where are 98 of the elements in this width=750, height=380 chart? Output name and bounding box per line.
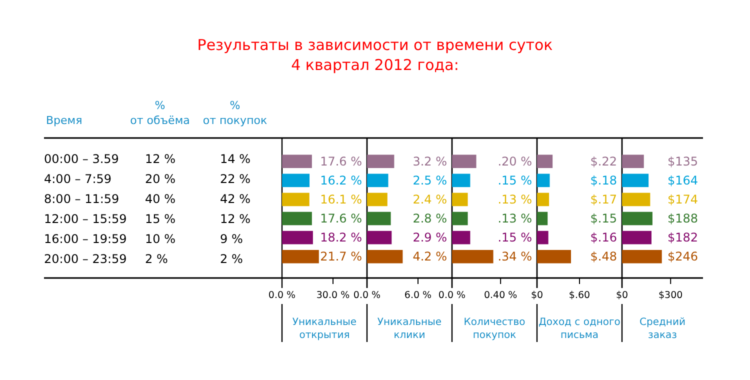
bar: [622, 192, 650, 206]
bar: [537, 154, 553, 168]
bar: [452, 174, 470, 188]
bar: [452, 250, 494, 264]
bar: [452, 154, 476, 168]
data-label: $.15: [590, 212, 617, 226]
data-label: 22 %: [220, 172, 250, 186]
data-label: 3.2 %: [412, 154, 447, 168]
category-label: 12:00 – 15:59: [44, 212, 127, 226]
bar: [367, 212, 391, 226]
bar: [367, 154, 394, 168]
data-label: 2.9 %: [412, 230, 447, 245]
data-label: $.18: [590, 173, 617, 188]
data-label: 40 %: [145, 192, 176, 206]
bar: [367, 174, 388, 188]
text: 4 квартал 2012 года:: [291, 56, 459, 74]
category-label: 4:00 – 7:59: [44, 172, 112, 186]
data-label: .15 %: [498, 173, 532, 188]
data-label: 20 %: [145, 172, 176, 186]
text: Результаты в зависимости от времени суток: [197, 36, 553, 54]
text: % от объёма: [130, 99, 190, 127]
data-label: 14 %: [220, 152, 250, 166]
x-tick-label: $.60: [568, 290, 590, 301]
data-label: .20 %: [498, 154, 532, 168]
data-label: 9 %: [220, 232, 243, 246]
data-label: 2.4 %: [412, 192, 447, 206]
text: Время: [46, 114, 82, 127]
bar: [452, 192, 468, 206]
data-label: 42 %: [220, 192, 250, 206]
bar: [622, 154, 644, 168]
data-label: .34 %: [498, 250, 532, 264]
data-label: $188: [667, 212, 698, 226]
x-tick-label: 0.0 %: [438, 290, 466, 301]
bar: [537, 250, 571, 264]
data-label: 2.8 %: [412, 212, 447, 226]
x-axis-title: Уникальные клики: [377, 317, 442, 341]
x-tick-label: $0: [530, 290, 544, 301]
data-label: 2.5 %: [412, 173, 447, 188]
x-tick-label: 0.40 %: [484, 290, 518, 301]
data-label: 12 %: [220, 212, 250, 226]
data-label: 2 %: [145, 252, 168, 266]
data-label: .13 %: [498, 192, 532, 206]
data-label: 15 %: [145, 212, 176, 226]
data-label: 10 %: [145, 232, 176, 246]
bar: [282, 230, 313, 244]
bar: [622, 230, 652, 244]
bar: [622, 250, 662, 264]
x-tick-label: 6.0 %: [404, 290, 432, 301]
x-tick-label: 0.0 %: [268, 290, 296, 301]
bar: [282, 154, 312, 168]
bar: [282, 192, 310, 206]
bar: [537, 174, 550, 188]
data-label: $164: [667, 173, 698, 188]
data-label: $182: [667, 230, 698, 245]
x-tick-label: 0.0 %: [353, 290, 381, 301]
data-label: $.16: [590, 230, 617, 245]
data-label: 17.6 %: [320, 154, 362, 168]
data-label: $.48: [590, 250, 617, 264]
bar: [622, 212, 652, 226]
data-label: 2 %: [220, 252, 243, 266]
data-label: 4.2 %: [412, 250, 447, 264]
x-axis-title: Доход с одного письма: [538, 317, 620, 341]
data-label: $246: [667, 250, 698, 264]
bar: [282, 250, 319, 264]
data-label: 17.6 %: [320, 212, 362, 226]
bar: [452, 212, 468, 226]
category-label: 20:00 – 23:59: [44, 252, 127, 266]
bar: [537, 212, 548, 226]
data-label: 16.2 %: [320, 173, 362, 188]
data-label: 12 %: [145, 152, 176, 166]
bar: [622, 174, 649, 188]
data-label: .13 %: [498, 212, 532, 226]
x-axis-title: Уникальные открытия: [292, 317, 357, 341]
bar: [367, 230, 392, 244]
category-label: 00:00 – 3.59: [44, 152, 119, 166]
data-label: 21.7 %: [320, 250, 362, 264]
category-label: 16:00 – 19:59: [44, 232, 127, 246]
x-axis-title: Средний заказ: [640, 317, 686, 341]
text: % от покупок: [202, 99, 268, 127]
category-label: 8:00 – 11:59: [44, 192, 120, 206]
x-tick-label: 30.0 %: [316, 290, 350, 301]
data-label: $135: [667, 154, 698, 168]
bar: [282, 174, 310, 188]
bar: [367, 250, 403, 264]
data-label: 18.2 %: [320, 230, 362, 245]
bar: [367, 192, 388, 206]
data-label: $.17: [590, 192, 617, 206]
data-label: $174: [667, 192, 698, 206]
bar: [282, 212, 312, 226]
x-axis-title: Количество покупок: [464, 317, 526, 341]
x-tick-label: $300: [658, 290, 683, 301]
data-label: .15 %: [498, 230, 532, 245]
bar: [537, 230, 548, 244]
x-tick-label: $0: [616, 290, 628, 301]
bar: [537, 192, 550, 206]
bar: [452, 230, 470, 244]
data-label: $.22: [590, 154, 617, 168]
data-label: 16.1 %: [320, 192, 362, 206]
